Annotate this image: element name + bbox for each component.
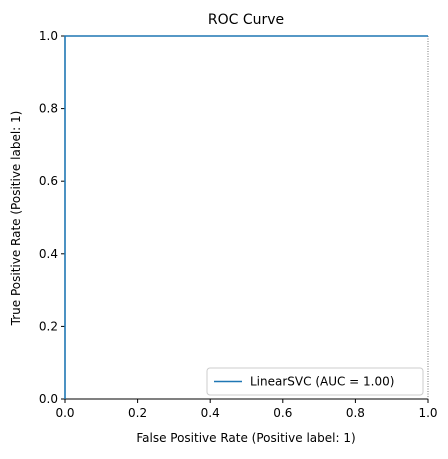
- x-tick-label: 0.4: [201, 406, 220, 420]
- x-axis-label: False Positive Rate (Positive label: 1): [136, 431, 355, 445]
- legend-label: LinearSVC (AUC = 1.00): [250, 375, 394, 389]
- y-axis-label: True Positive Rate (Positive label: 1): [9, 111, 23, 327]
- x-tick-label: 0.8: [346, 406, 365, 420]
- y-tick-label: 0.4: [39, 247, 58, 261]
- x-tick-label: 0.0: [55, 406, 74, 420]
- legend-box: [206, 367, 424, 396]
- plot-area: 0.0 0.2 0.4 0.6 0.8 1.0 0.0 0.2 0.4 0.6 0.8 1.0 Line…: [39, 29, 438, 420]
- x-tick-label: 1.0: [418, 406, 437, 420]
- roc-curve-line: [64, 35, 428, 399]
- y-tick-label: 0.0: [39, 392, 58, 406]
- x-tick-label: 0.2: [128, 406, 147, 420]
- y-tick-label: 0.2: [39, 319, 58, 333]
- y-tick-label: 0.8: [39, 102, 58, 116]
- chart-title: ROC Curve: [208, 12, 284, 28]
- y-tick-label: 1.0: [39, 29, 58, 43]
- x-tick-label: 0.6: [273, 406, 292, 420]
- y-tick-label: 0.6: [39, 174, 58, 188]
